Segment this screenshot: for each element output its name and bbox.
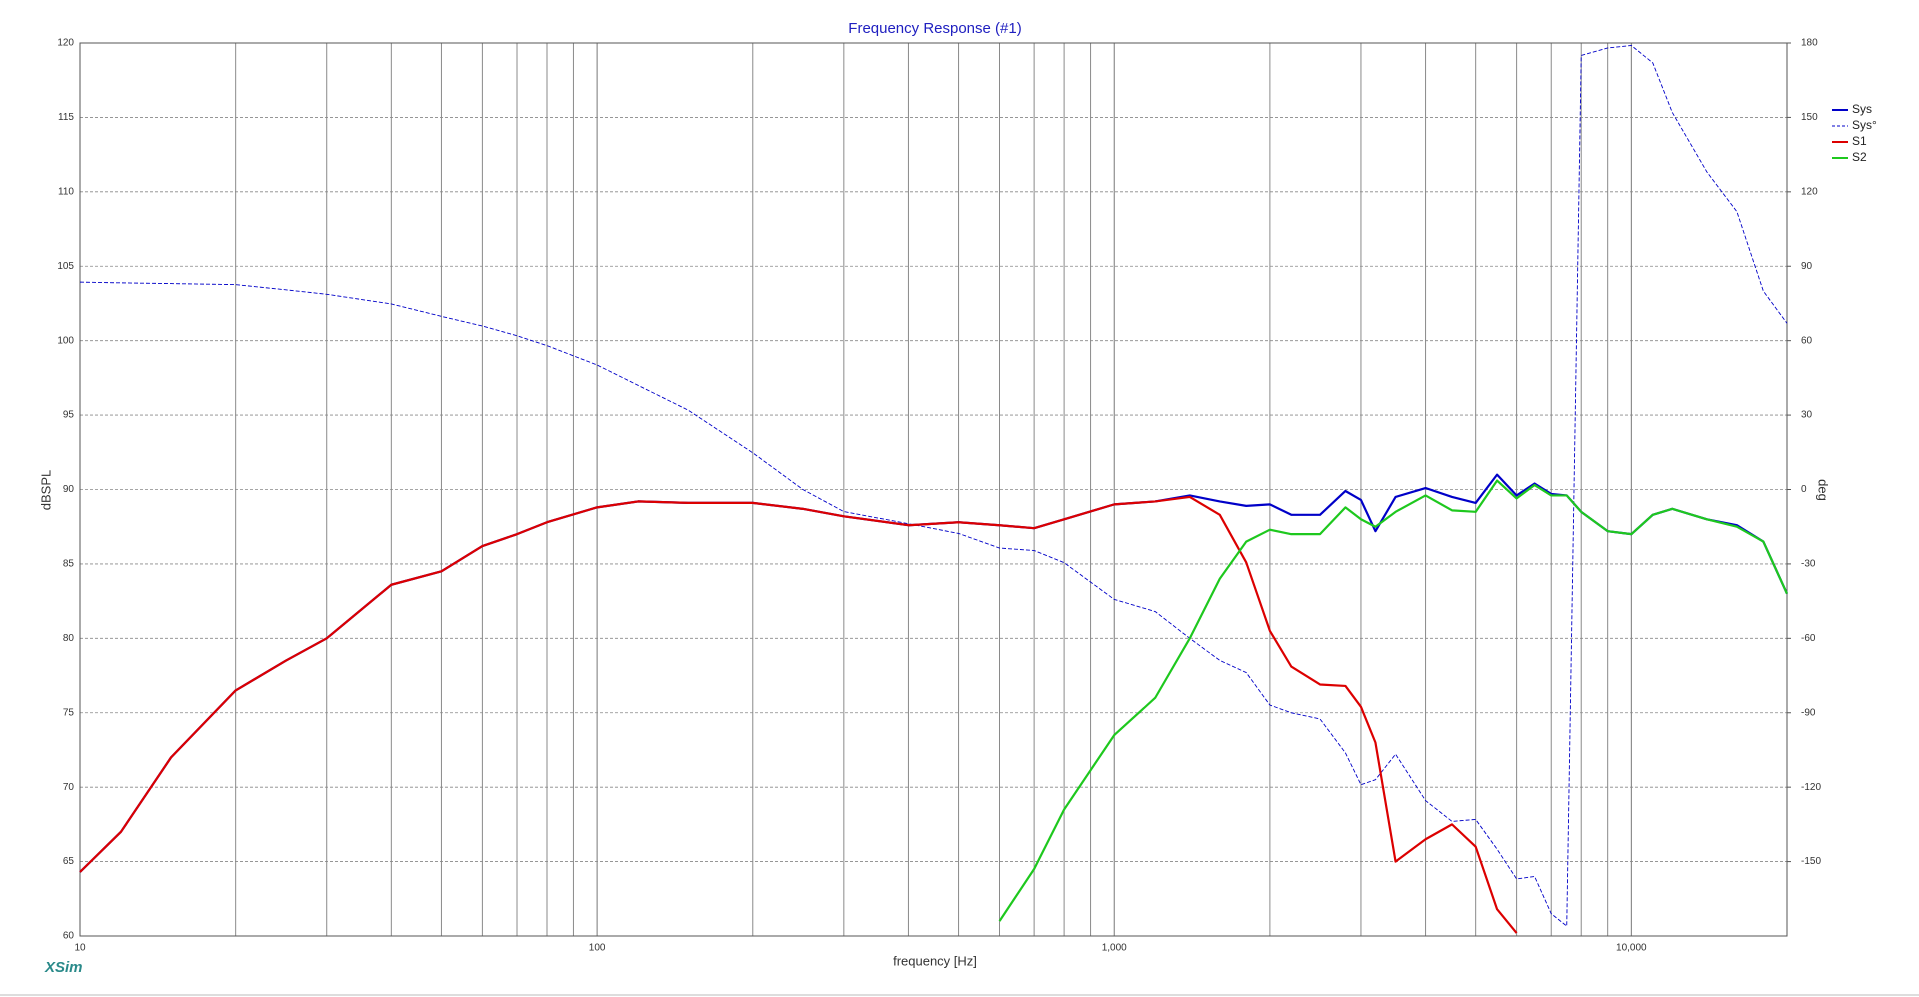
y2-tick-label: -150 bbox=[1801, 856, 1821, 867]
y-tick-label: 70 bbox=[63, 782, 75, 793]
series-line bbox=[998, 479, 1789, 922]
plot-frame bbox=[79, 42, 1788, 937]
y2-tick-label: -120 bbox=[1801, 782, 1821, 793]
y-tick-label: 60 bbox=[63, 931, 75, 942]
y-tick-label: 100 bbox=[57, 335, 74, 346]
y-tick-label: 85 bbox=[63, 559, 75, 570]
y2-tick-label: 120 bbox=[1801, 186, 1818, 197]
y-tick-label: 65 bbox=[63, 856, 75, 867]
y-tick-label: 120 bbox=[57, 38, 74, 49]
y-tick-label: 115 bbox=[58, 112, 74, 123]
y2-tick-label: 180 bbox=[1801, 38, 1818, 49]
chart-title: Frequency Response (#1) bbox=[848, 20, 1021, 37]
y-axis-label: dBSPL bbox=[38, 470, 53, 510]
legend-label: Sys bbox=[1852, 102, 1872, 116]
x-tick-label: 10 bbox=[74, 943, 86, 954]
x-tick-label: 1,000 bbox=[1102, 943, 1127, 954]
watermark: XSim bbox=[44, 959, 83, 976]
legend-label: S1 bbox=[1852, 134, 1867, 148]
y2-tick-label: 60 bbox=[1801, 335, 1813, 346]
y2-tick-label: -60 bbox=[1801, 633, 1816, 644]
y-tick-label: 90 bbox=[63, 484, 75, 495]
x-axis-label: frequency [Hz] bbox=[893, 953, 977, 968]
y-tick-label: 110 bbox=[58, 186, 74, 197]
y2-tick-label: 0 bbox=[1801, 484, 1807, 495]
legend-label: Sys° bbox=[1852, 118, 1877, 132]
y-tick-label: 105 bbox=[57, 261, 74, 272]
y2-tick-label: 30 bbox=[1801, 410, 1813, 421]
y2-tick-label: -90 bbox=[1801, 707, 1816, 718]
y-tick-label: 80 bbox=[63, 633, 75, 644]
series-line bbox=[79, 495, 1518, 934]
x-tick-label: 100 bbox=[589, 943, 606, 954]
series-line bbox=[79, 45, 1788, 927]
y2-tick-label: 150 bbox=[1801, 112, 1818, 123]
y-tick-label: 95 bbox=[63, 410, 75, 421]
legend-label: S2 bbox=[1852, 150, 1867, 164]
y2-tick-label: -30 bbox=[1801, 559, 1816, 570]
y2-axis-label: deg bbox=[1816, 479, 1831, 501]
y2-tick-label: 90 bbox=[1801, 261, 1813, 272]
y-tick-label: 75 bbox=[63, 707, 75, 718]
x-tick-label: 10,000 bbox=[1616, 943, 1647, 954]
